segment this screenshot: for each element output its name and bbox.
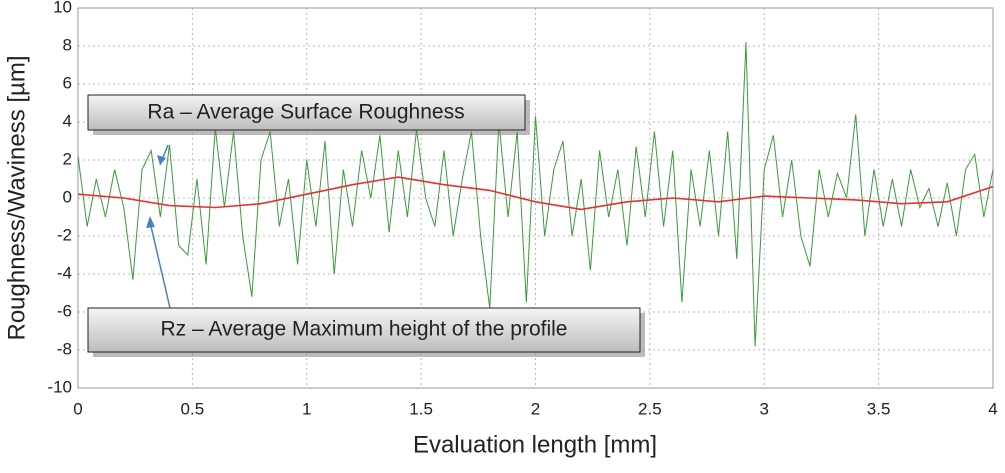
- x-tick-label: 2: [531, 399, 540, 418]
- y-axis-label: Roughness/Waviness [µm]: [3, 55, 30, 340]
- x-axis-label: Evaluation length [mm]: [413, 431, 657, 458]
- x-tick-label: 2.5: [638, 399, 662, 418]
- y-tick-label: 8: [63, 35, 72, 54]
- arrow-head: [146, 216, 155, 228]
- x-tick-label: 1: [302, 399, 311, 418]
- y-tick-label: -4: [57, 263, 72, 282]
- x-tick-label: 4: [988, 399, 997, 418]
- annotation: Ra – Average Surface Roughness: [147, 101, 464, 124]
- y-tick-label: 2: [63, 149, 72, 168]
- annotation: Rz – Average Maximum height of the profi…: [161, 318, 568, 341]
- x-tick-label: 0: [73, 399, 82, 418]
- series-line: [77, 42, 994, 347]
- arrow-head: [157, 155, 166, 165]
- y-tick-label: 4: [63, 111, 72, 130]
- arrow: [149, 221, 171, 309]
- y-tick-label: 0: [63, 187, 72, 206]
- x-tick-label: 3.5: [867, 399, 891, 418]
- annotation-box: [87, 307, 641, 353]
- y-tick-label: 6: [63, 73, 72, 92]
- plot-frame: [77, 7, 994, 389]
- y-tick-label: -10: [47, 377, 72, 396]
- marks-layer: [77, 42, 994, 347]
- series-line: [77, 176, 994, 211]
- y-tick-label: 10: [53, 0, 72, 16]
- x-tick-label: 1.5: [409, 399, 433, 418]
- y-tick-label: -6: [57, 301, 72, 320]
- y-tick-label: -2: [57, 225, 72, 244]
- annotation-box: [87, 94, 526, 131]
- x-tick-label: 0.5: [181, 399, 205, 418]
- x-tick-label: 3: [760, 399, 769, 418]
- y-tick-label: -8: [57, 339, 72, 358]
